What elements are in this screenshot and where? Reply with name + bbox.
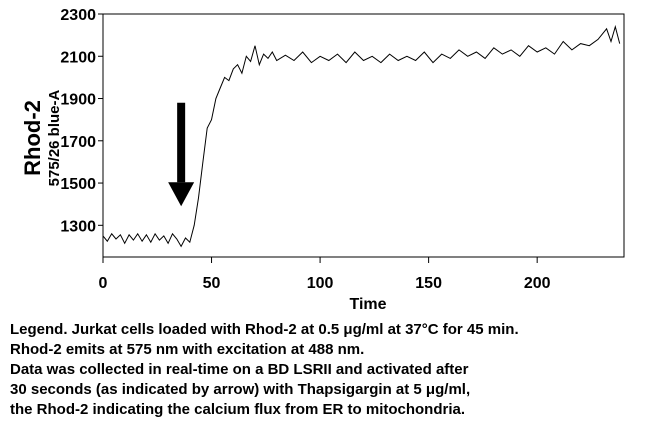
y-tick-label: 1900 [60, 92, 96, 109]
legend-line: Legend. Jurkat cells loaded with Rhod-2 … [10, 321, 519, 338]
chart: 0 50 100 150 200 1300 1500 1700 1900 2100 2300 Tim… [20, 7, 625, 313]
plot-frame [102, 13, 625, 258]
legend-line: 30 seconds (as indicated by arrow) with … [10, 381, 471, 398]
legend-line: Rhod-2 emits at 575 nm with excitation a… [10, 341, 365, 358]
y-tick-label: 2100 [60, 49, 96, 66]
x-tick-label: 150 [415, 275, 442, 292]
y-tick-label: 1700 [60, 134, 96, 151]
x-axis-label: Time [349, 296, 386, 313]
series-line [102, 24, 621, 248]
arrow-head [168, 182, 195, 207]
arrow-shaft [177, 102, 186, 183]
x-tick-label: 200 [524, 275, 551, 292]
tick-labels: 0 50 100 150 200 1300 1500 1700 1900 2100 2300 [60, 7, 550, 292]
x-tick-label: 0 [99, 275, 108, 292]
x-tick-label: 100 [307, 275, 334, 292]
y-tick-label: 1500 [60, 176, 96, 193]
tick-marks [98, 13, 538, 263]
y-axis-sublabel: 575/26 blue-A [46, 89, 63, 186]
y-tick-label: 1300 [60, 218, 96, 235]
legend-line: Data was collected in real-time on a BD … [10, 361, 469, 378]
legend-caption: Legend. Jurkat cells loaded with Rhod-2 … [10, 320, 650, 420]
legend-line: the Rhod-2 indicating the calcium flux f… [10, 401, 466, 418]
y-axis-label: Rhod-2 [20, 100, 45, 176]
x-tick-label: 50 [203, 275, 221, 292]
y-tick-label: 2300 [60, 7, 96, 24]
arrow-annotation [168, 102, 195, 207]
